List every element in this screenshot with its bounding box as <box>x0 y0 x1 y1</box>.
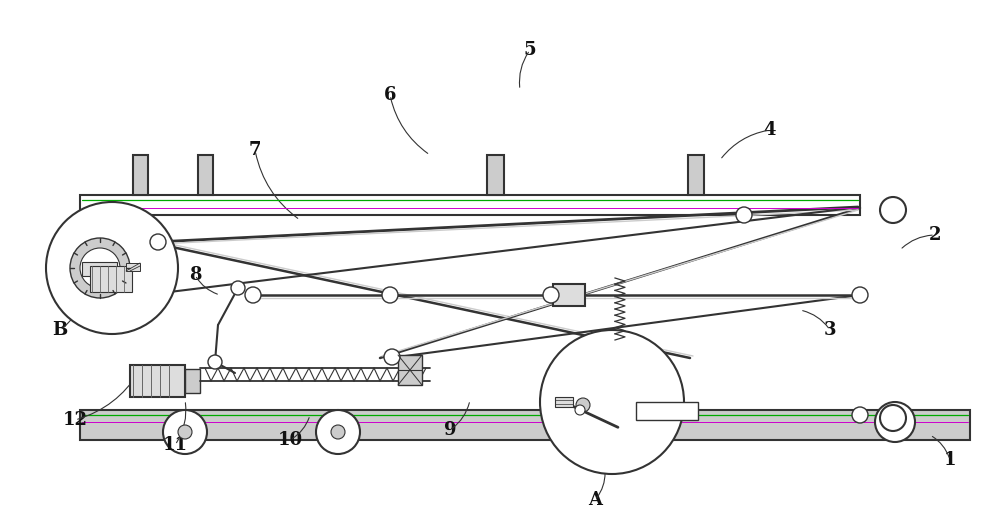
Bar <box>82 262 117 276</box>
Text: 2: 2 <box>929 226 941 244</box>
Bar <box>80 195 860 215</box>
Text: 1: 1 <box>944 451 956 469</box>
Circle shape <box>150 234 166 250</box>
Circle shape <box>540 330 684 474</box>
Text: 3: 3 <box>824 321 836 339</box>
Bar <box>80 410 970 440</box>
Circle shape <box>46 202 178 334</box>
Circle shape <box>888 415 902 429</box>
Circle shape <box>880 405 906 431</box>
Circle shape <box>163 410 207 454</box>
Circle shape <box>736 207 752 223</box>
Bar <box>555 397 573 407</box>
Circle shape <box>316 410 360 454</box>
Circle shape <box>331 425 345 439</box>
Bar <box>688 155 704 195</box>
Text: 6: 6 <box>384 86 396 104</box>
Text: 11: 11 <box>162 436 188 454</box>
Circle shape <box>575 405 585 415</box>
Circle shape <box>561 383 605 427</box>
Bar <box>398 355 422 385</box>
Text: 10: 10 <box>277 431 303 449</box>
Circle shape <box>231 281 245 295</box>
Text: 12: 12 <box>62 411 88 429</box>
Circle shape <box>208 355 222 369</box>
Circle shape <box>852 287 868 303</box>
Bar <box>198 155 213 195</box>
Circle shape <box>880 197 906 223</box>
Bar <box>487 155 504 195</box>
Bar <box>90 266 132 292</box>
Circle shape <box>852 407 868 423</box>
Bar <box>130 365 185 397</box>
Text: B: B <box>52 321 68 339</box>
Text: 8: 8 <box>189 266 201 284</box>
Text: 5: 5 <box>524 41 536 59</box>
Text: A: A <box>588 491 602 509</box>
Bar <box>133 155 148 195</box>
Circle shape <box>384 349 400 365</box>
Circle shape <box>80 248 120 288</box>
Bar <box>126 263 140 271</box>
Text: 4: 4 <box>764 121 776 139</box>
Text: 7: 7 <box>249 141 261 159</box>
Bar <box>636 402 698 420</box>
Circle shape <box>70 238 130 298</box>
Bar <box>185 369 200 393</box>
Circle shape <box>382 287 398 303</box>
Circle shape <box>245 287 261 303</box>
Text: 9: 9 <box>444 421 456 439</box>
Circle shape <box>576 398 590 412</box>
Circle shape <box>543 287 559 303</box>
Bar <box>553 284 585 306</box>
Circle shape <box>875 402 915 442</box>
Circle shape <box>178 425 192 439</box>
